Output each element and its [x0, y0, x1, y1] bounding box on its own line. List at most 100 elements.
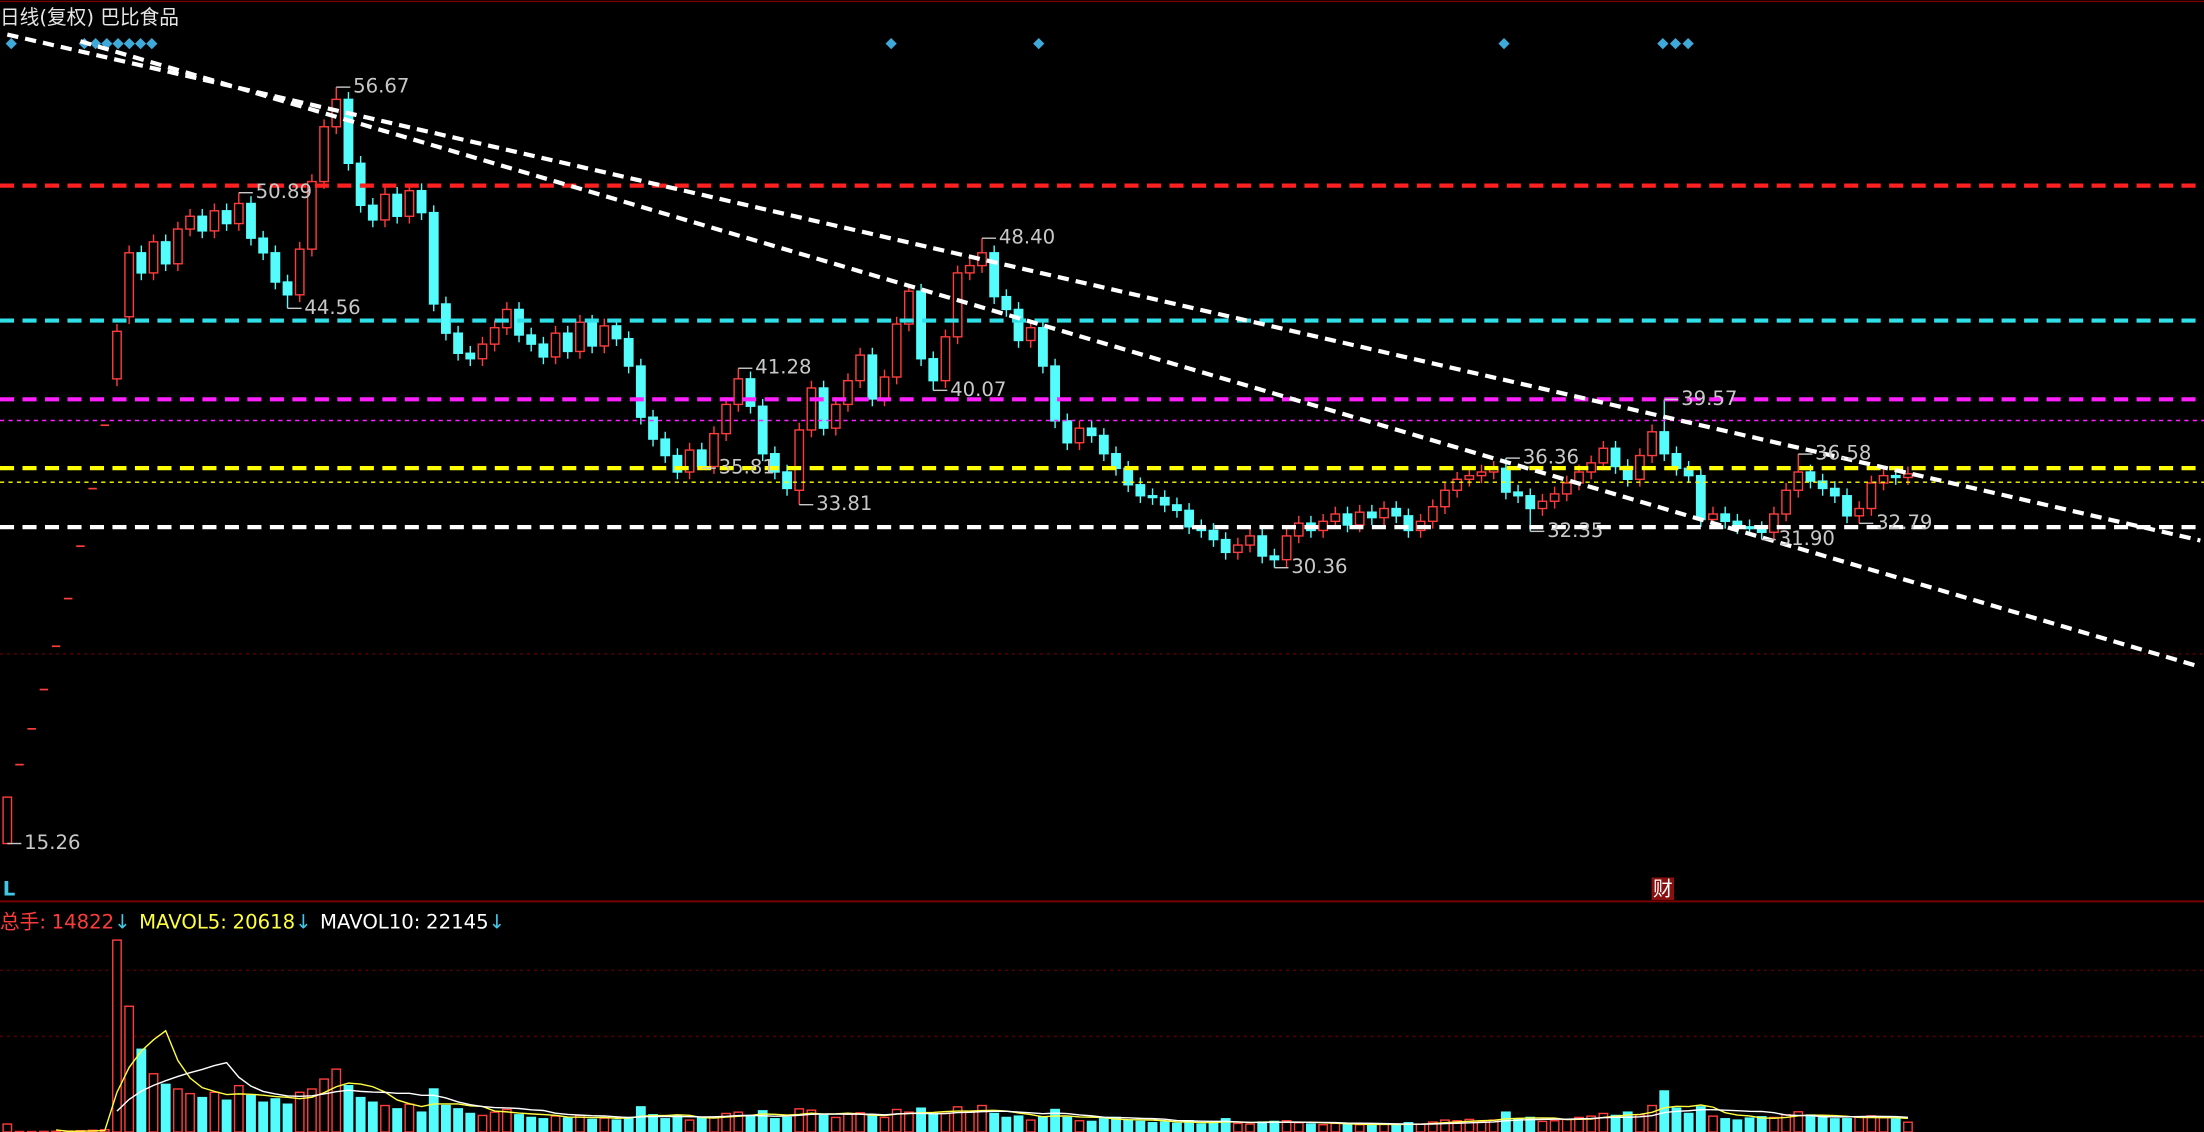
volume-label: 总手: [0, 910, 46, 933]
volume-bar [160, 1083, 171, 1132]
candle-body [1793, 471, 1804, 491]
candle-body [2, 796, 13, 845]
candle-body [1890, 474, 1901, 479]
volume-bar [867, 1115, 878, 1132]
high-label: 50.89 [256, 180, 312, 203]
candle-body [1025, 326, 1036, 342]
volume-bar [294, 1091, 305, 1132]
high-label: 41.28 [755, 356, 811, 379]
candle-body [1135, 484, 1146, 497]
low-label: 33.81 [816, 492, 872, 515]
candle-body [660, 438, 671, 457]
candle-body [672, 454, 683, 473]
volume-bar [1330, 1122, 1341, 1132]
volume-bar [1062, 1116, 1073, 1132]
candle-body [1098, 434, 1109, 455]
candle-body [587, 321, 598, 347]
volume-bar [1086, 1120, 1097, 1132]
volume-bar [526, 1116, 537, 1132]
volume-bar [1647, 1104, 1658, 1132]
volume-bar [660, 1118, 671, 1132]
volume-bar [355, 1096, 366, 1132]
volume-bar [1500, 1111, 1511, 1132]
volume-bar [769, 1118, 780, 1132]
volume-bar [782, 1116, 792, 1132]
candle-body [1208, 529, 1219, 541]
candle-body [891, 323, 902, 378]
volume-bar [1440, 1119, 1450, 1132]
volume-bar [1037, 1116, 1048, 1132]
candle-body [794, 429, 805, 491]
volume-bar [1890, 1118, 1901, 1132]
volume-bar [635, 1106, 646, 1132]
volume-bar [1232, 1122, 1243, 1132]
candle-body [1403, 515, 1414, 532]
mavol10-label: MAVOL10: [320, 910, 420, 933]
low-label: 15.26 [24, 831, 80, 854]
volume-bar [172, 1088, 183, 1132]
volume-bar [465, 1112, 476, 1132]
candle-body [806, 387, 817, 431]
volume-header: 总手: 14822↓ MAVOL5: 20618↓ MAVOL10: 22145↓ [0, 910, 505, 933]
candle-body [721, 403, 732, 435]
volume-bar [246, 1094, 256, 1132]
volume-bar [2, 1123, 13, 1132]
candle-body [769, 453, 780, 473]
volume-bar [1683, 1112, 1694, 1132]
candle-body [1708, 513, 1718, 521]
volume-bar [1074, 1120, 1085, 1132]
volume-bar [1695, 1106, 1706, 1132]
candle-body [477, 343, 488, 360]
candle-body [903, 290, 914, 325]
candle-body [1744, 526, 1755, 530]
volume-bar [989, 1112, 1000, 1132]
candle-body [1842, 495, 1852, 517]
candle-body [538, 343, 549, 358]
candle-body [343, 98, 354, 165]
volume-bar [1172, 1122, 1182, 1132]
volume-bar [1379, 1123, 1389, 1132]
volume-bar [977, 1104, 987, 1132]
candle-body [1878, 474, 1889, 484]
candle-body [1525, 495, 1536, 510]
candle-body [709, 432, 719, 468]
candle-body [282, 281, 293, 296]
candle-body [367, 204, 378, 221]
volume-bar [1013, 1115, 1024, 1132]
volume-bar [197, 1096, 208, 1132]
low-label: 31.90 [1779, 527, 1835, 550]
volume-bar [233, 1084, 244, 1132]
candle-body [148, 241, 159, 274]
candle-body [562, 332, 573, 353]
volume-bar [453, 1108, 464, 1132]
volume-bar [1342, 1123, 1353, 1132]
volume-bar [1001, 1116, 1012, 1132]
volume-bar [1464, 1118, 1475, 1132]
candle-body [1342, 513, 1353, 526]
volume-bar [1878, 1116, 1889, 1132]
labels: 15.26 50.89 44.56 56.67 35.81 41.28 33.81 40.07… [7, 75, 1932, 854]
candle-body [1184, 509, 1195, 528]
mavol5-label: MAVOL5: [139, 910, 227, 933]
volume-bar [501, 1108, 512, 1132]
mavol10-line [116, 1061, 1908, 1125]
volume-bar [124, 1005, 135, 1132]
candle-body [1452, 478, 1463, 491]
candle-body [952, 272, 963, 338]
volume-bar [380, 1104, 390, 1132]
volume-bar [1135, 1120, 1146, 1132]
volume-bar [1452, 1120, 1463, 1132]
candle-body [916, 290, 926, 360]
candle-body [782, 471, 792, 490]
volume-bar [221, 1099, 232, 1132]
candle-body [830, 403, 841, 429]
candle-body [745, 378, 756, 407]
candle-body [1537, 500, 1548, 510]
volume-bar [830, 1116, 841, 1132]
chart-title: 日线(复权) 巴比食品 [0, 6, 179, 29]
volume-value: 14822 [52, 910, 115, 933]
candle-body [611, 325, 622, 340]
volume-bar [1769, 1116, 1779, 1132]
candle-body [1476, 471, 1487, 477]
volume-bar [416, 1111, 427, 1132]
